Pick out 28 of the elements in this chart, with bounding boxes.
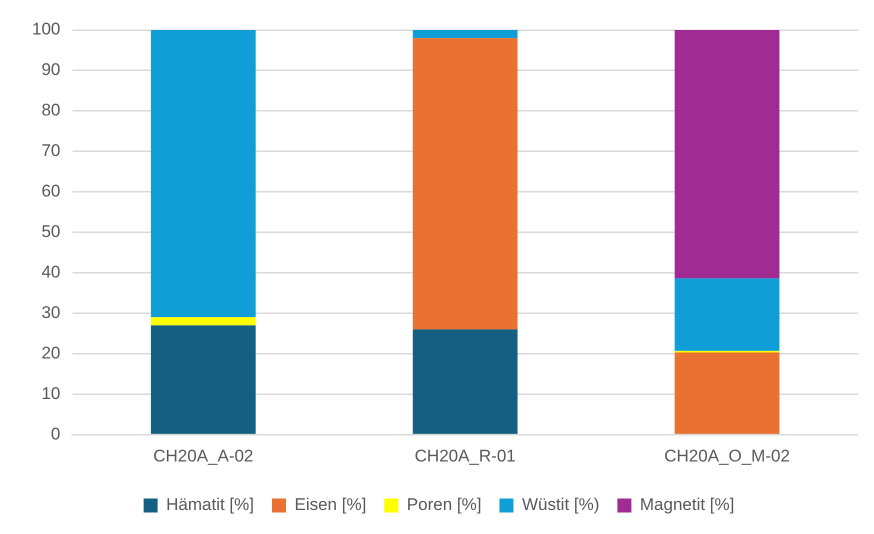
y-tick-label: 20 [41,343,60,362]
bar [674,30,780,278]
y-tick-label: 10 [41,384,60,403]
y-tick-label: 50 [41,222,60,241]
x-tick-label: CH20A_O_M-02 [664,446,790,466]
bar [150,30,256,318]
y-tick-label: 60 [41,182,60,201]
x-tick-label: CH20A_A-02 [153,446,254,466]
bar [150,317,256,326]
bar [412,30,518,38]
legend-label: Magnetit [%] [640,495,734,514]
y-tick-label: 30 [41,302,60,322]
legend-label: Poren [%] [406,495,482,514]
bar [150,325,256,434]
y-tick-label: 70 [41,141,60,160]
y-tick-label: 40 [41,262,60,282]
legend-label: Eisen [%] [294,495,366,514]
legend-label: Wüstit [%) [522,495,600,514]
legend-label: Hämatit [%] [166,495,254,514]
bar [412,329,518,434]
y-tick-label: 80 [41,100,60,120]
bar [674,278,780,351]
bar [412,38,518,330]
y-tick-label: 0 [50,424,60,444]
y-tick-label: 100 [32,20,60,39]
bar [674,352,780,434]
x-tick-label: CH20A_R-01 [414,446,516,466]
y-tick-label: 90 [41,60,60,80]
